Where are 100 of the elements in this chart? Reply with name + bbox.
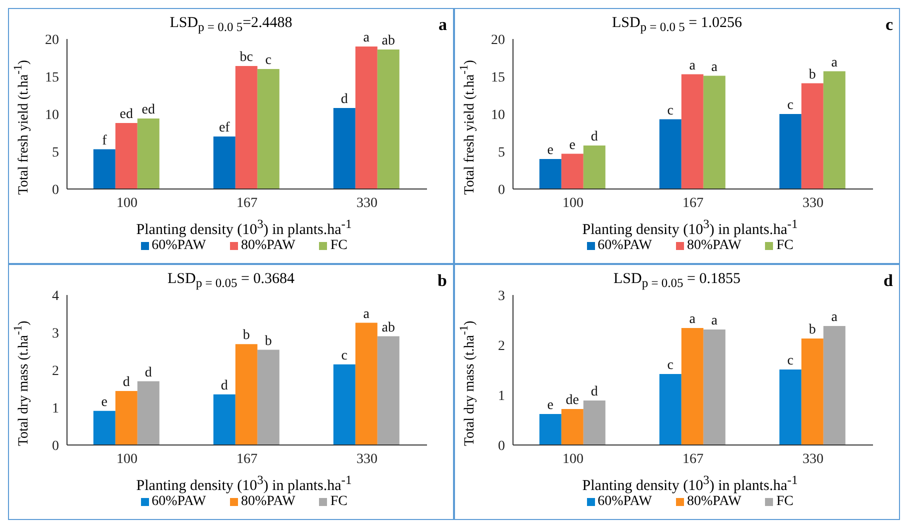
bar [213,394,236,445]
data-label: d [590,130,598,144]
y-tick-label: 5 [498,145,505,160]
data-label: b [242,328,250,344]
bar [333,108,356,189]
bar [333,364,356,445]
bar [801,83,824,189]
x-tick-label: 167 [236,452,258,467]
chart-title: LSD$_{p = 0.05}$ = 0.1855 [614,271,740,290]
legend-label: 60%PAW [598,238,652,254]
legend-label: 60%PAW [152,238,206,254]
x-tick-label: 167 [236,196,258,211]
bar [213,136,236,189]
bar [823,326,846,445]
data-label: d [590,384,598,400]
bar [779,370,802,445]
bar [93,149,116,189]
y-tick-label: 3 [52,326,59,342]
data-label: e [569,138,576,153]
bar [115,123,138,189]
y-tick-label: 3 [498,288,505,304]
data-label: d [144,365,152,380]
bar [257,69,280,189]
data-label: b [808,67,816,82]
x-tick-label: 330 [356,452,378,467]
x-axis-title: Planting density (10$^{3}$) in plants.ha$^{-1}$ [135,473,353,495]
x-tick-label: 100 [562,196,584,211]
y-tick-label: 0 [498,438,505,454]
data-label: b [264,334,272,349]
y-tick-label: 1 [52,401,59,416]
x-tick-label: 167 [682,196,704,211]
data-label: a [689,312,696,327]
bar [703,330,726,445]
x-tick-label: 100 [562,452,584,467]
data-label: a [711,60,718,75]
y-tick-label: 2 [52,364,59,379]
data-label: a [363,30,370,46]
y-tick-label: 15 [45,70,59,86]
legend-label: 80%PAW [686,238,742,254]
data-label: e [547,143,554,158]
bar [801,338,824,445]
data-label: bc [240,50,254,65]
y-tick-label: 0 [498,182,505,198]
bar [257,350,280,445]
y-tick-label: 15 [491,70,505,86]
bar [561,154,584,189]
bar [703,76,726,189]
bar [235,344,258,445]
data-label: ed [120,107,134,122]
y-tick-label: 10 [491,108,505,123]
data-label: ed [142,102,156,118]
y-tick-label: 2 [498,338,505,354]
bar [583,400,606,445]
x-tick-label: 330 [802,452,824,467]
x-tick-label: 167 [682,452,704,467]
y-tick-label: 1 [498,388,505,404]
chart-title: LSD$_{p = 0.0 5}$=2.4488 [170,15,292,34]
legend-label: 80%PAW [240,494,296,510]
data-label: d [122,375,130,390]
legend-label: 80%PAW [240,238,296,254]
bar [561,409,584,445]
data-label: c [341,348,348,364]
data-label: a [689,58,696,74]
data-label: e [101,394,108,410]
bar [137,381,160,445]
legend-label: 80%PAW [686,494,742,510]
data-label: b [808,322,816,338]
data-label: f [102,133,108,148]
bar [583,146,606,189]
legend-label: FC [776,238,794,254]
bar [115,391,138,445]
y-tick-label: 5 [52,145,59,160]
y-tick-label: 0 [52,438,59,454]
y-tick-label: 0 [52,182,59,198]
bar [659,374,682,445]
bar [681,74,704,189]
text: b [438,271,447,291]
bar [659,119,682,189]
bar [355,322,378,445]
legend-label: FC [776,494,794,510]
bar [539,414,562,445]
legend-label: 60%PAW [598,494,652,510]
chart-title: LSD$_{p = 0.05}$ = 0.3684 [168,271,294,290]
x-tick-label: 330 [802,196,824,211]
y-tick-label: 10 [45,108,59,123]
y-tick-label: 20 [491,32,505,48]
bar [235,66,258,189]
bar [137,118,160,189]
data-label: e [547,398,554,413]
data-label: de [566,393,580,408]
bar [377,336,400,445]
data-label: ab [382,320,396,336]
data-label: ef [218,120,230,136]
bar [355,46,378,189]
x-tick-label: 100 [116,196,138,211]
bar [539,159,562,189]
legend-label: FC [330,238,348,254]
data-label: c [667,358,674,373]
text: c [885,15,893,35]
bar [681,328,704,445]
